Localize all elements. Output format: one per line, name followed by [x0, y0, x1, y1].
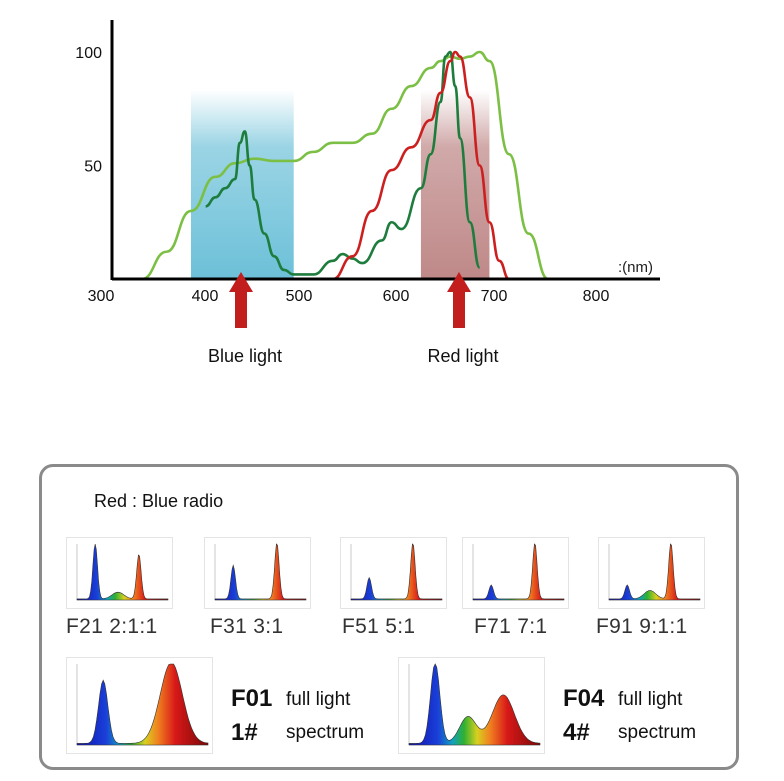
y-tick-50: 50 [84, 159, 102, 176]
spectrum-large-0 [66, 657, 213, 754]
spectrum-thumbnail [408, 663, 541, 746]
spectrum-thumbnail [76, 663, 209, 746]
arrow-head-0 [229, 272, 253, 292]
spectrum-large-num-1: 4# [563, 719, 590, 746]
ratio-panel: Red : Blue radio F21 2:1:1 F31 3:1 F51 5:1… [39, 464, 739, 770]
spectrum-thumbnail [608, 543, 701, 601]
x-tick-800: 800 [583, 288, 610, 305]
spectrum-thumb-3 [462, 537, 569, 609]
spectrum-shape [76, 543, 169, 601]
spectrum-thumb-2 [340, 537, 447, 609]
series-line-1 [205, 50, 481, 276]
panel-title: Red : Blue radio [94, 491, 224, 511]
annotation-label-1: Red light [427, 346, 498, 366]
spectrum-large-desc1-0: full light [286, 689, 351, 710]
spectrum-thumbnail [76, 543, 169, 601]
x-tick-600: 600 [383, 288, 410, 305]
x-tick-labels: 300 400 500 600 700 800 [88, 288, 610, 305]
spectrum-thumb-4 [598, 537, 705, 609]
arrow-annotations: Blue light Red light [208, 272, 499, 366]
series-line-0 [141, 50, 549, 281]
spectrum-large-code-0: F01 [231, 685, 273, 712]
arrow-head-1 [447, 272, 471, 292]
spectrum-chart: 50 100 300 400 500 600 700 800 :(nm) Blue ligh… [75, 20, 660, 366]
arrow-shaft-1 [453, 290, 465, 328]
spectrum-thumb-label-4: F91 9:1:1 [596, 615, 688, 638]
highlight-bands [190, 90, 490, 279]
x-tick-400: 400 [192, 288, 219, 305]
spectrum-thumb-1 [204, 537, 311, 609]
arrow-shaft-0 [235, 290, 247, 328]
y-tick-labels: 50 100 [75, 45, 102, 176]
y-tick-100: 100 [75, 45, 102, 62]
spectrum-large-desc2-0: spectrum [286, 722, 365, 743]
spectrum-thumb-0 [66, 537, 173, 609]
spectrum-thumbnail [350, 543, 443, 601]
spectrum-shape [76, 663, 209, 746]
x-axis-label: :(nm) [618, 259, 653, 276]
spectrum-thumb-label-2: F51 5:1 [342, 615, 416, 638]
spectrum-large-code-1: F04 [563, 685, 605, 712]
series-line-2 [332, 50, 510, 281]
spectrum-shape [608, 543, 701, 601]
spectrum-shape [214, 543, 307, 601]
spectrum-thumb-label-1: F31 3:1 [210, 615, 284, 638]
spectrum-shape [408, 663, 541, 746]
spectrum-thumbnail [214, 543, 307, 601]
band-1 [420, 90, 490, 279]
spectrum-large-desc1-1: full light [618, 689, 683, 710]
x-tick-700: 700 [481, 288, 508, 305]
spectrum-large-desc2-1: spectrum [618, 722, 697, 743]
x-tick-300: 300 [88, 288, 115, 305]
x-tick-500: 500 [286, 288, 313, 305]
spectrum-thumbnail [472, 543, 565, 601]
annotation-label-0: Blue light [208, 346, 282, 366]
series-layer [141, 50, 549, 281]
spectrum-thumb-label-3: F71 7:1 [474, 615, 548, 638]
spectrum-large-num-0: 1# [231, 719, 258, 746]
spectrum-large-1 [398, 657, 545, 754]
spectrum-shape [472, 543, 565, 601]
spectrum-thumb-label-0: F21 2:1:1 [66, 615, 158, 638]
spectrum-shape [350, 543, 443, 601]
